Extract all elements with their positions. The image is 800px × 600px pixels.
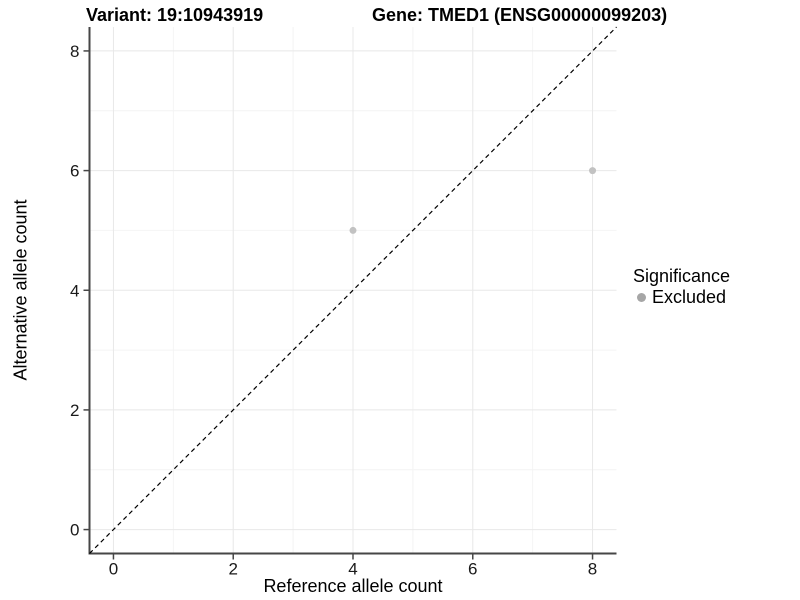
x-tick-label: 2 xyxy=(228,560,237,579)
y-tick-label: 6 xyxy=(70,162,79,181)
x-tick-label: 4 xyxy=(348,560,357,579)
y-tick-label: 0 xyxy=(70,521,79,540)
legend-title: Significance xyxy=(633,266,731,286)
legend-marker-icon xyxy=(637,293,646,302)
y-axis-title: Alternative allele count xyxy=(10,199,31,381)
legend-item-label: Excluded xyxy=(652,287,727,307)
y-tick-label: 2 xyxy=(70,401,79,420)
legend-item-excluded: Excluded xyxy=(633,287,730,308)
data-point xyxy=(589,167,597,175)
plot-title-gene: Gene: TMED1 (ENSG00000099203) xyxy=(372,5,668,25)
data-point xyxy=(349,226,357,234)
x-axis-title: Reference allele count xyxy=(263,576,443,596)
plot-title-variant: Variant: 19:10943919 xyxy=(86,5,264,25)
identity-line xyxy=(89,26,617,554)
x-tick-label: 0 xyxy=(109,560,118,579)
y-tick-label: 4 xyxy=(70,281,79,300)
x-tick-label: 8 xyxy=(588,560,597,579)
legend: Significance Excluded xyxy=(633,266,730,308)
y-tick-label: 8 xyxy=(70,42,79,61)
x-tick-label: 6 xyxy=(468,560,477,579)
